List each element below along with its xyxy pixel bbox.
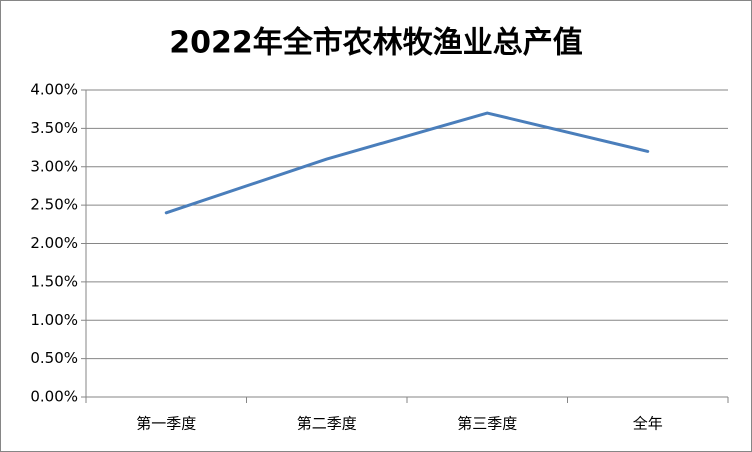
y-tick-label: 2.00%: [30, 234, 78, 252]
data-line: [164, 111, 650, 215]
x-tick-label: 第三季度: [457, 415, 517, 433]
y-tick-label: 3.00%: [30, 157, 78, 175]
y-tick-label: 1.00%: [30, 311, 78, 329]
y-tick-label: 4.00%: [30, 81, 78, 99]
y-tick-label: 0.50%: [30, 349, 78, 367]
y-tick-label: 0.00%: [30, 388, 78, 406]
x-tick-label: 第一季度: [136, 415, 196, 433]
x-tick-label: 全年: [633, 415, 663, 433]
chart-title: 2022年全市农林牧渔业总产值: [169, 26, 583, 61]
y-tick-label: 3.50%: [30, 119, 78, 137]
y-tick-label: 2.50%: [30, 196, 78, 214]
y-tick-label: 1.50%: [30, 272, 78, 290]
x-tick-label: 第二季度: [297, 415, 357, 433]
